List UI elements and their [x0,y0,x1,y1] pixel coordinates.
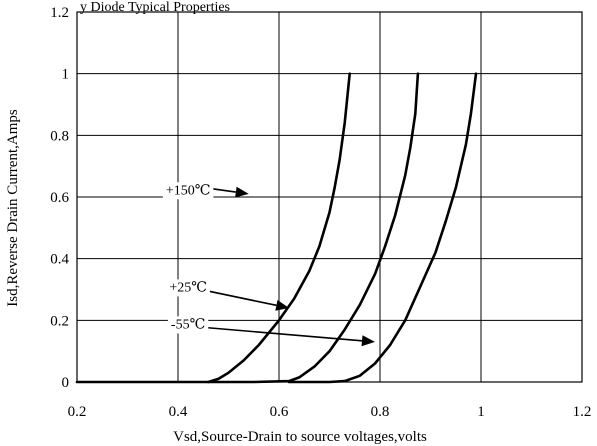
annotation-label-bg-2 [167,316,209,334]
y-axis-title: Isd,Reverse Drain Current,Amps [5,109,21,307]
annotation-label-0: +150℃ [166,183,211,198]
arrowhead-0 [235,186,249,198]
x-tick-label: 1 [477,404,485,420]
x-tick-labels: 0.2 0.4 0.6 0.8 1 1.2 [68,404,592,420]
data-series [75,72,478,384]
annotation-label-bg-0 [162,182,214,200]
x-tick-label: 1.2 [573,404,592,420]
y-tick-label: 0.8 [50,128,69,144]
series-curve-2 [287,72,478,384]
x-tick-label: 0.2 [68,404,87,420]
y-tick-label: 1.2 [50,5,69,21]
arrow-line-2 [193,325,363,342]
y-tick-label: 0.6 [50,190,69,206]
x-tick-label: 0.6 [270,404,289,420]
y-tick-label: 0.4 [50,252,69,268]
annotations: +150℃ +25℃ -55℃ [162,182,375,347]
arrowhead-2 [361,335,375,347]
y-tick-label: 0 [62,375,70,391]
y-tick-label: 1 [62,67,70,83]
series-curve-1 [207,72,420,384]
y-tick-labels: 0 0.2 0.4 0.6 0.8 1 1.2 [50,5,69,391]
x-axis-title: Vsd,Source-Drain to source voltages,volt… [173,429,427,445]
y-tick-label: 0.2 [50,313,69,329]
annotation-label-bg-1 [166,279,210,297]
gridlines [76,11,583,383]
annotation-label-2: -55℃ [171,317,205,332]
x-tick-label: 0.8 [371,404,390,420]
series-curve-0 [75,72,351,384]
annotation-label-1: +25℃ [169,280,207,295]
arrowhead-1 [275,300,290,311]
header-fragment: y Diode Typical Properties [80,0,230,15]
x-tick-label: 0.4 [169,404,188,420]
